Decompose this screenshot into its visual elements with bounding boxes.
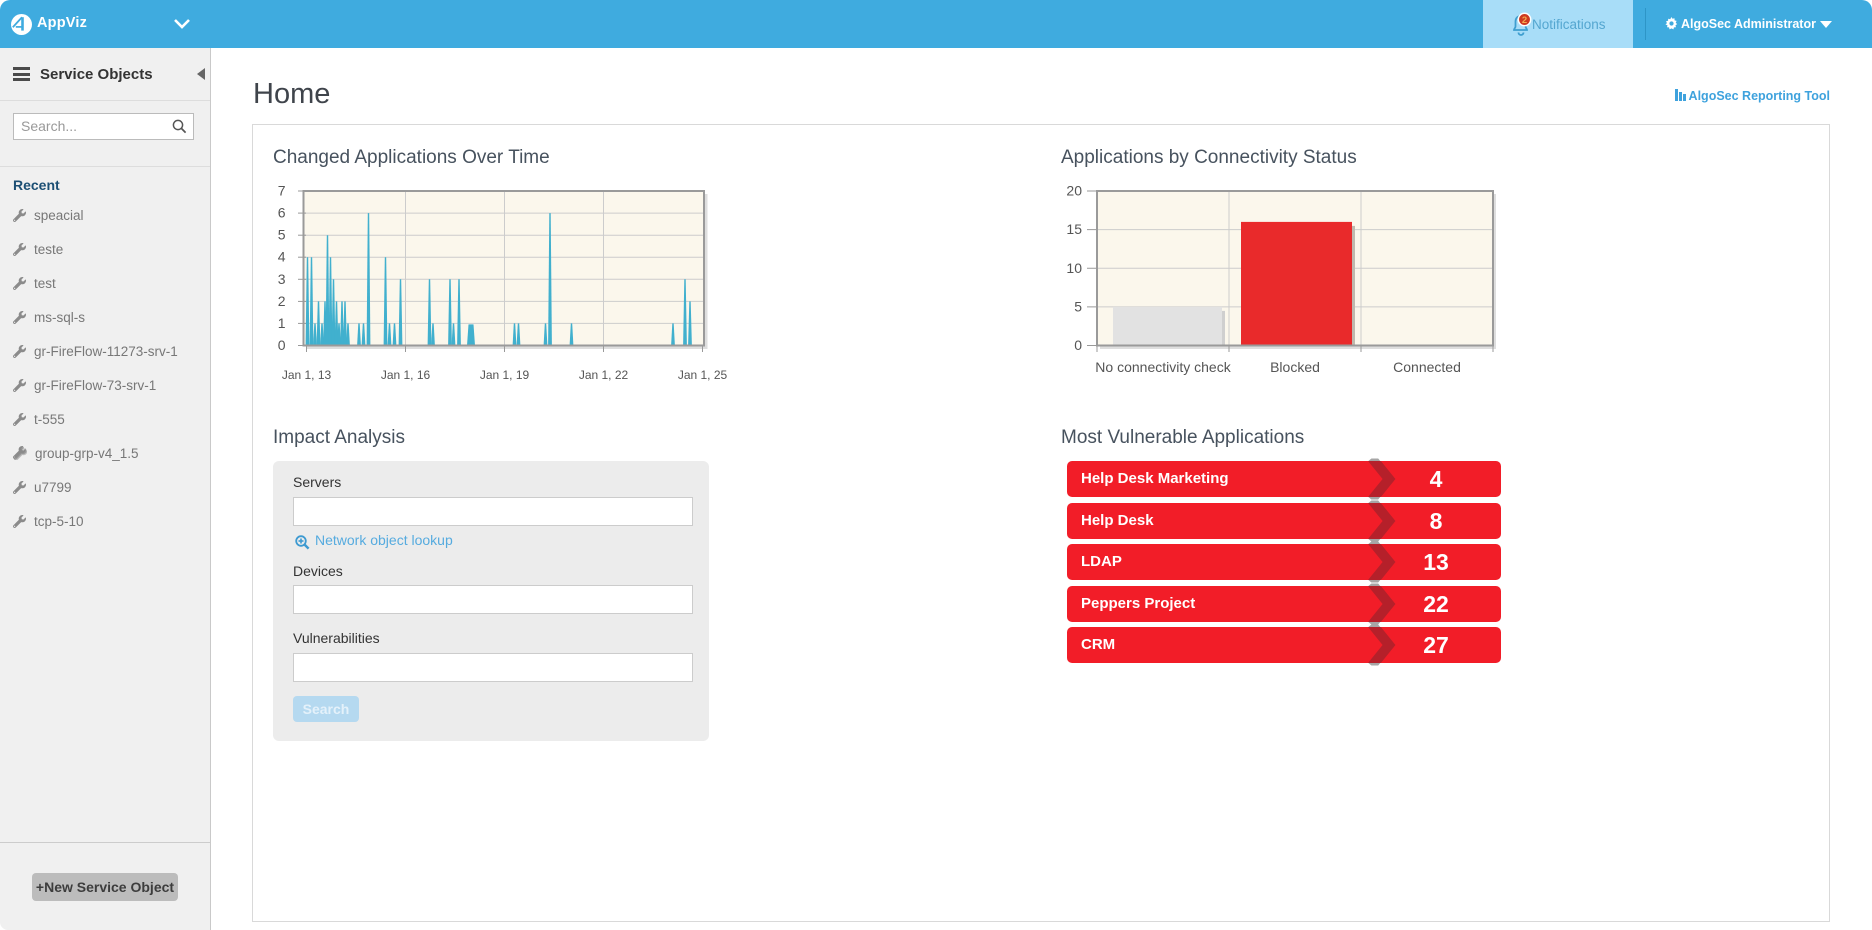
svg-text:4: 4 xyxy=(278,249,286,265)
svg-text:20: 20 xyxy=(1066,183,1082,199)
svg-text:Jan 1, 25: Jan 1, 25 xyxy=(678,368,728,382)
svg-text:7: 7 xyxy=(278,183,286,199)
svg-text:Jan 1, 13: Jan 1, 13 xyxy=(282,368,332,382)
svg-text:Jan 1, 22: Jan 1, 22 xyxy=(579,368,629,382)
svg-text:10: 10 xyxy=(1066,260,1082,276)
svg-text:Connected: Connected xyxy=(1393,359,1461,375)
svg-text:2: 2 xyxy=(1522,15,1527,26)
svg-text:0: 0 xyxy=(278,337,286,353)
svg-text:Jan 1, 16: Jan 1, 16 xyxy=(381,368,431,382)
svg-text:3: 3 xyxy=(278,271,286,287)
svg-text:0: 0 xyxy=(1074,337,1082,353)
svg-text:Jan 1, 19: Jan 1, 19 xyxy=(480,368,530,382)
svg-text:1: 1 xyxy=(278,315,286,331)
svg-text:15: 15 xyxy=(1066,221,1082,237)
svg-text:Blocked: Blocked xyxy=(1270,359,1320,375)
svg-text:2: 2 xyxy=(278,293,286,309)
svg-text:5: 5 xyxy=(1074,298,1082,314)
svg-text:6: 6 xyxy=(278,205,286,221)
svg-text:5: 5 xyxy=(278,227,286,243)
svg-text:No connectivity check: No connectivity check xyxy=(1095,359,1231,375)
